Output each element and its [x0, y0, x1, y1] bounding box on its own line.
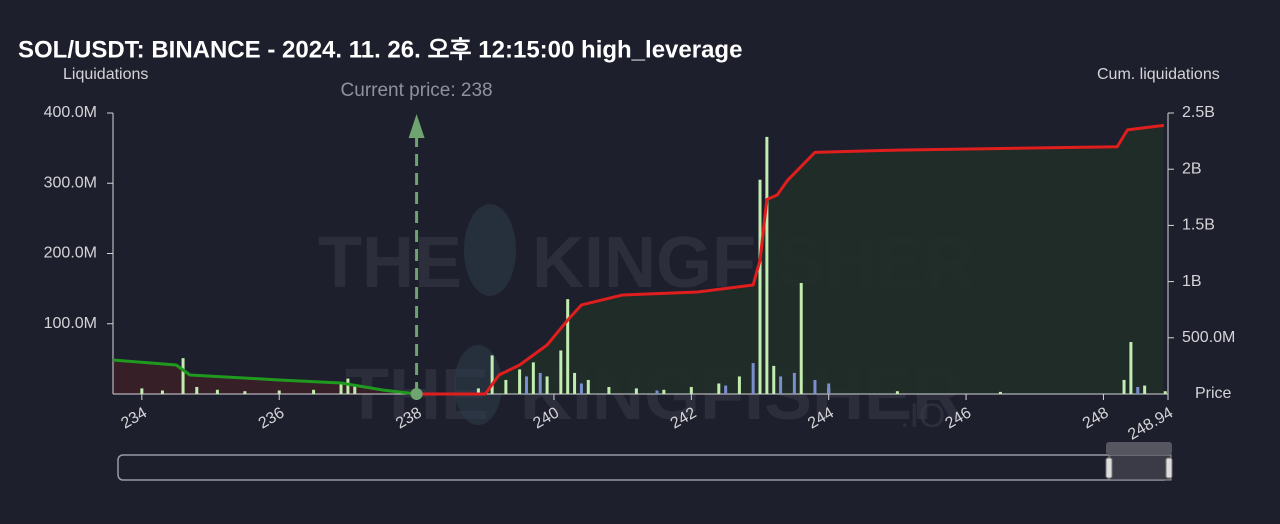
y-axis-title: Liquidations — [63, 66, 148, 83]
bar — [524, 376, 528, 394]
bar — [160, 390, 164, 394]
y2-axis-title: Cum. liquidations — [1097, 66, 1220, 83]
watermark-bird — [464, 204, 516, 296]
current-price-dot — [410, 388, 423, 400]
bar — [689, 386, 693, 394]
bar — [559, 350, 563, 394]
y2-tick-label: 2.5B — [1182, 104, 1215, 121]
line — [112, 358, 417, 396]
bar — [538, 372, 542, 394]
area — [416, 125, 1164, 394]
bar — [799, 283, 803, 394]
bar — [1143, 385, 1147, 394]
bar — [813, 379, 817, 394]
y2-tick-label: 1B — [1182, 273, 1202, 290]
bar — [579, 383, 583, 394]
watermark-text: .IO — [900, 397, 945, 435]
y-tick-label: 300.0M — [44, 174, 97, 191]
bar — [566, 299, 570, 394]
slider-handle[interactable] — [1105, 457, 1113, 479]
bar — [504, 379, 508, 394]
bar — [195, 386, 199, 394]
bar — [573, 372, 577, 394]
bar — [779, 376, 783, 394]
bar — [140, 388, 144, 394]
x-tick-label: 236 — [256, 404, 288, 432]
bar — [181, 358, 185, 394]
x-tick-label: 248.94 — [1125, 404, 1176, 443]
bar — [353, 385, 357, 394]
y-tick-label: 100.0M — [44, 315, 97, 332]
bar — [655, 390, 659, 394]
bar — [346, 378, 350, 394]
bar — [518, 369, 522, 394]
slider-window[interactable] — [1108, 454, 1172, 481]
chart-title: SOL/USDT: BINANCE - 2024. 11. 26. 오후 12:… — [18, 36, 742, 63]
bar — [1163, 391, 1167, 394]
y2-tick-label: 1.5B — [1182, 217, 1215, 234]
bar — [1129, 342, 1133, 394]
y-tick-label: 200.0M — [44, 245, 97, 262]
bar — [277, 390, 281, 394]
x-tick-label: 248 — [1080, 404, 1112, 432]
bar — [998, 391, 1002, 394]
bar — [772, 365, 776, 394]
y2-tick-label: 2B — [1182, 160, 1202, 177]
bar — [717, 383, 721, 394]
slider[interactable] — [117, 442, 1173, 481]
bar — [758, 179, 762, 394]
x-axis-title: Price — [1195, 385, 1232, 402]
bar — [792, 372, 796, 394]
y-tick-label: 400.0M — [44, 104, 97, 121]
bar — [1122, 379, 1126, 394]
slider-track[interactable] — [117, 454, 1169, 481]
bar — [339, 383, 343, 394]
bar — [490, 355, 494, 394]
bar — [724, 385, 728, 394]
bar — [243, 391, 247, 394]
bar — [545, 376, 549, 394]
bar — [1136, 386, 1140, 394]
bar — [751, 363, 755, 394]
bar — [737, 376, 741, 394]
current-price-label: Current price: 238 — [341, 80, 493, 101]
slider-handle[interactable] — [1165, 457, 1173, 479]
slider-grip[interactable] — [1106, 442, 1172, 455]
x-tick-label: 234 — [118, 404, 150, 432]
bar — [895, 391, 899, 394]
bar — [312, 389, 316, 394]
bar — [215, 389, 219, 394]
line — [416, 123, 1165, 396]
watermark-text: THE — [318, 223, 462, 303]
bar — [607, 386, 611, 394]
y2-tick-label: 500.0M — [1182, 329, 1235, 346]
bar — [586, 379, 590, 394]
bar — [476, 388, 480, 394]
bar — [827, 383, 831, 394]
bar — [765, 136, 769, 394]
watermark-bird — [454, 345, 502, 425]
bar — [634, 388, 638, 394]
bar — [662, 389, 666, 394]
current-price-arrow — [408, 114, 425, 138]
bar — [531, 362, 535, 394]
